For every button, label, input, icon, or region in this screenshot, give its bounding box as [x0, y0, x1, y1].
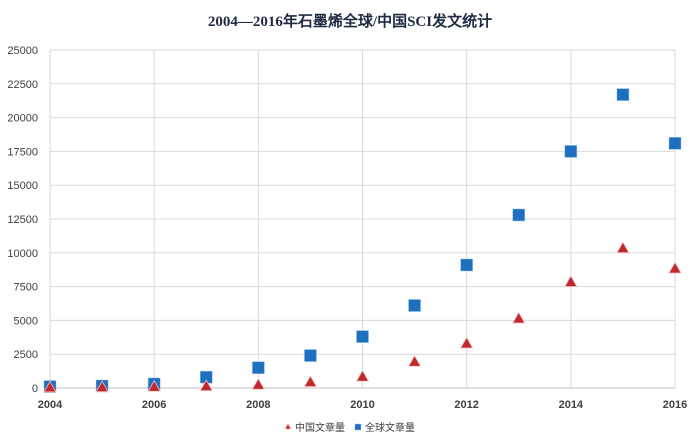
x-tick-label: 2004 [38, 399, 63, 411]
y-tick-label: 2500 [14, 349, 38, 361]
y-tick-label: 12500 [7, 214, 38, 226]
y-tick-label: 10000 [7, 248, 38, 260]
china-point [616, 241, 630, 254]
x-tick-label: 2010 [350, 399, 374, 411]
x-tick-label: 2006 [142, 399, 166, 411]
x-tick-label: 2016 [663, 399, 687, 411]
global-point [460, 258, 474, 272]
y-tick-label: 7500 [14, 282, 38, 294]
chart-title: 2004—2016年石墨烯全球/中国SCI发文统计 [208, 12, 492, 30]
china-point [251, 377, 266, 390]
x-tick-label: 2014 [559, 399, 584, 411]
legend-marker [284, 422, 292, 430]
legend-label: 中国文章量 [295, 421, 345, 434]
global-point [512, 208, 526, 222]
global-point [668, 136, 682, 150]
x-tick-label: 2008 [246, 399, 270, 411]
china-point [459, 336, 474, 349]
china-point [512, 311, 526, 324]
china-point [147, 379, 161, 392]
y-tick-label: 22500 [7, 79, 38, 91]
global-point [304, 349, 317, 362]
global-point [251, 361, 265, 375]
china-point [303, 375, 318, 387]
china-point [668, 261, 682, 274]
y-tick-label: 5000 [14, 315, 38, 327]
x-tick-label: 2012 [454, 399, 478, 411]
global-point [356, 330, 369, 344]
china-point [355, 369, 370, 382]
legend-label: 全球文章量 [365, 421, 415, 434]
china-point [95, 380, 109, 393]
china-point [199, 379, 213, 392]
global-point [408, 299, 421, 312]
y-tick-label: 17500 [7, 146, 38, 158]
china-point [564, 275, 578, 287]
legend-marker [354, 423, 362, 431]
y-tick-label: 0 [32, 383, 38, 395]
global-point [616, 88, 630, 102]
y-tick-label: 15000 [7, 180, 38, 192]
global-point [564, 144, 578, 158]
y-tick-label: 25000 [7, 45, 38, 57]
china-point [407, 354, 422, 367]
china-point [43, 380, 57, 393]
y-tick-label: 20000 [7, 113, 38, 125]
